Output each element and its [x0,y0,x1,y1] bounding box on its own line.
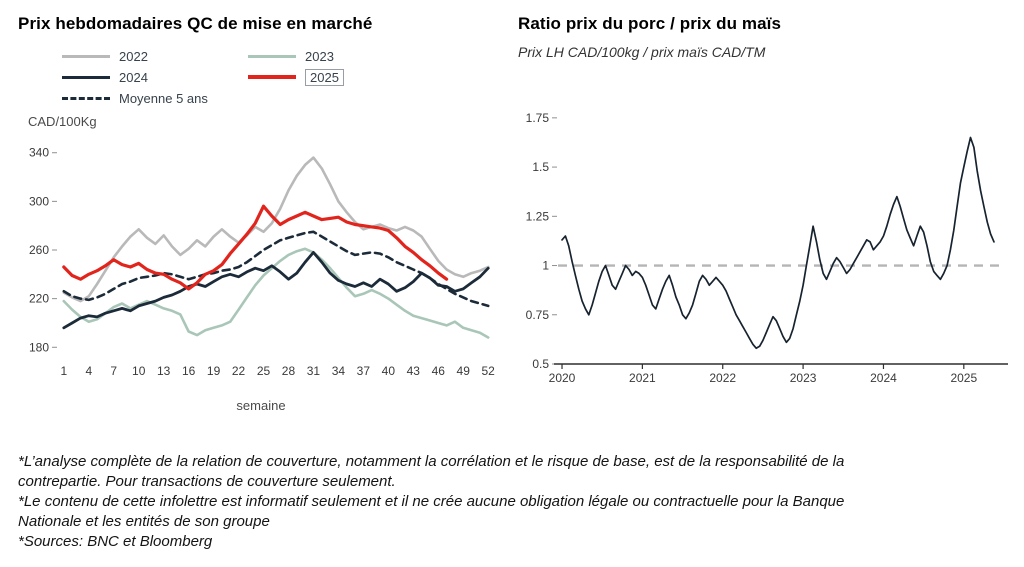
x-tick-label: 52 [481,364,495,378]
legend-label: 2023 [305,48,334,64]
series-line-ratio-porc-maïs [561,136,995,350]
left-y-axis-unit: CAD/100Kg [28,114,97,129]
x-tick-label: 16 [182,364,196,378]
y-tick-label: 0.75 [526,308,550,322]
legend-item-moyenne-5-ans: Moyenne 5 ans [62,90,248,106]
legend-label: 2025 [305,68,344,86]
legend-label: 2022 [119,48,148,64]
x-tick-label: 2021 [629,371,656,385]
y-tick-label: 260 [29,243,49,257]
x-tick-label: 19 [207,364,221,378]
left-chart-panel: Prix hebdomadaires QC de mise en marché … [0,0,512,413]
x-tick-label: 37 [357,364,371,378]
legend-item-2025: 2025 [248,68,442,86]
x-tick-label: 4 [85,364,92,378]
x-tick-label: 10 [132,364,146,378]
x-tick-label: 25 [257,364,271,378]
y-tick-label: 0.5 [532,357,549,371]
pork-corn-ratio-chart: 0.5 0.75 1 1.25 1.5 1.75 2020 2021 2022 2023 2024 2… [526,111,1008,385]
y-tick-label: 1 [542,259,549,273]
x-tick-label: 49 [457,364,471,378]
footnote-legal-disclaimer: *Le contenu de cette infolettre est info… [18,492,845,530]
x-tick-label: 13 [157,364,171,378]
series-line-2024 [62,251,490,330]
x-tick-label: 2022 [709,371,736,385]
y-tick-label: 220 [29,292,49,306]
right-chart-panel: Ratio prix du porc / prix du maïs Prix L… [512,0,1024,413]
x-tick-label: 2025 [950,371,977,385]
right-chart-title: Ratio prix du porc / prix du maïs [518,14,782,33]
series-line-2025 [62,204,449,291]
legend-label: Moyenne 5 ans [119,90,208,106]
x-tick-label: 2020 [549,371,576,385]
legend-label: 2024 [119,69,148,85]
y-tick-label: 1.75 [526,111,550,125]
x-tick-label: 22 [232,364,246,378]
right-chart-subtitle: Prix LH CAD/100kg / prix maïs CAD/TM [518,44,766,60]
y-tick-label: 1.25 [526,209,550,223]
y-tick-label: 340 [29,146,49,160]
legend-line-swatch [248,54,296,58]
x-tick-label: 40 [382,364,396,378]
x-tick-label: 43 [407,364,421,378]
y-tick-label: 1.5 [532,160,549,174]
x-tick-label: 7 [110,364,117,378]
y-tick-label: 180 [29,340,49,354]
footnote-hedging-disclaimer: *L’analyse complète de la relation de co… [18,453,845,490]
x-tick-label: 34 [332,364,346,378]
y-tick-label: 300 [29,194,49,208]
charts-row: Prix hebdomadaires QC de mise en marché … [0,0,1024,413]
legend-line-swatch [62,75,110,79]
left-legend: 2022 2023 2024 2025 Moyenne 5 ans [62,48,442,106]
series-line-2022 [62,156,490,303]
x-tick-label: 2024 [870,371,897,385]
legend-line-swatch [62,54,110,58]
legend-line-swatch [248,75,296,79]
x-tick-label: 31 [307,364,321,378]
footnotes: *L’analyse complète de la relation de co… [18,452,880,552]
legend-item-2024: 2024 [62,69,248,85]
left-x-axis-title: semaine [236,398,286,413]
x-tick-label: 46 [432,364,446,378]
footnote-sources: *Sources: BNC et Bloomberg [18,532,213,550]
x-tick-label: 2023 [790,371,817,385]
legend-item-2022: 2022 [62,48,248,64]
legend-item-2023: 2023 [248,48,442,64]
legend-line-swatch [62,96,110,100]
weekly-price-chart: 180 220 260 300 340 1 4 7 10 13 16 19 22 25 28 31 34 37 40… [29,146,495,378]
left-chart-title: Prix hebdomadaires QC de mise en marché [18,14,373,33]
series-line-moyenne-5-ans [62,230,490,308]
x-tick-label: 28 [282,364,296,378]
series-line-2023 [62,247,490,339]
x-tick-label: 1 [60,364,67,378]
